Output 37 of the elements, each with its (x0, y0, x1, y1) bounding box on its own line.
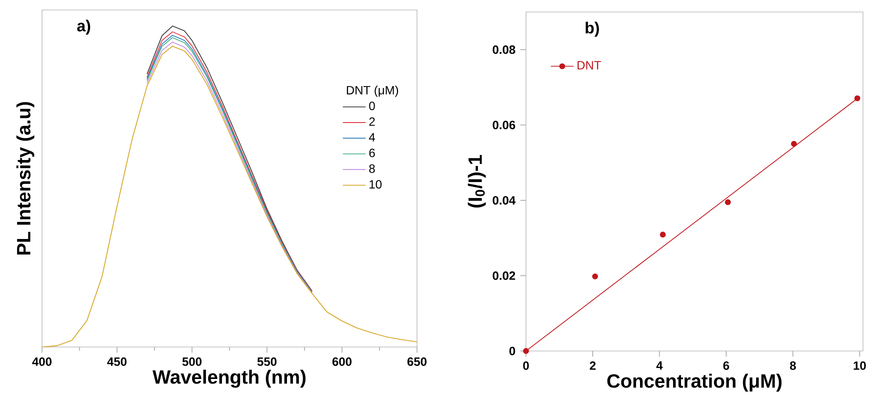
legend-label: 2 (369, 117, 375, 126)
x-tick-label: 650 (407, 357, 427, 366)
point (523, 348, 529, 354)
x-tick-label: 550 (257, 357, 277, 366)
y-axis-title: (I$_{0}$/I)-1 (468, 155, 486, 208)
point (854, 95, 860, 102)
legend-label: 4 (368, 133, 376, 142)
x-axis-title: Concentration (μM) (607, 374, 782, 392)
x-tick-label: 450 (107, 357, 127, 366)
x-tick-label: 2 (590, 361, 596, 370)
point (724, 199, 731, 206)
legend-label: DNT (578, 61, 601, 70)
y-tick-label: 0.06 (492, 120, 516, 130)
x-tick-label: 500 (182, 357, 202, 366)
point (660, 232, 666, 238)
x-tick-label: 0 (523, 361, 529, 370)
x-tick-label: 4 (656, 361, 663, 370)
x-axis-title: Wavelength (nm) (152, 370, 306, 388)
y-tick-label: 0.04 (492, 196, 516, 205)
x-tick-label: 400 (32, 357, 52, 366)
legend-title: DNT (μM) (346, 86, 398, 97)
point (790, 140, 797, 147)
legend-label: 10 (370, 180, 382, 189)
annotation: b) (586, 22, 599, 37)
x-tick-label: 10 (854, 361, 866, 370)
y-tick-label: 0 (509, 346, 516, 356)
x-tick-label: 8 (790, 361, 796, 370)
x-tick-label: 600 (332, 357, 352, 366)
x-tick-label: 6 (723, 361, 730, 370)
point (592, 273, 598, 280)
y-tick-label: 0.02 (492, 271, 516, 280)
y-tick-label: 0.08 (492, 45, 516, 54)
legend-label: 6 (369, 148, 375, 158)
y-axis-title: PL Intensity (a.u) (16, 102, 34, 255)
annotation: a) (77, 20, 90, 35)
legend-label: 8 (369, 164, 375, 173)
legend-label: 0 (369, 102, 375, 110)
